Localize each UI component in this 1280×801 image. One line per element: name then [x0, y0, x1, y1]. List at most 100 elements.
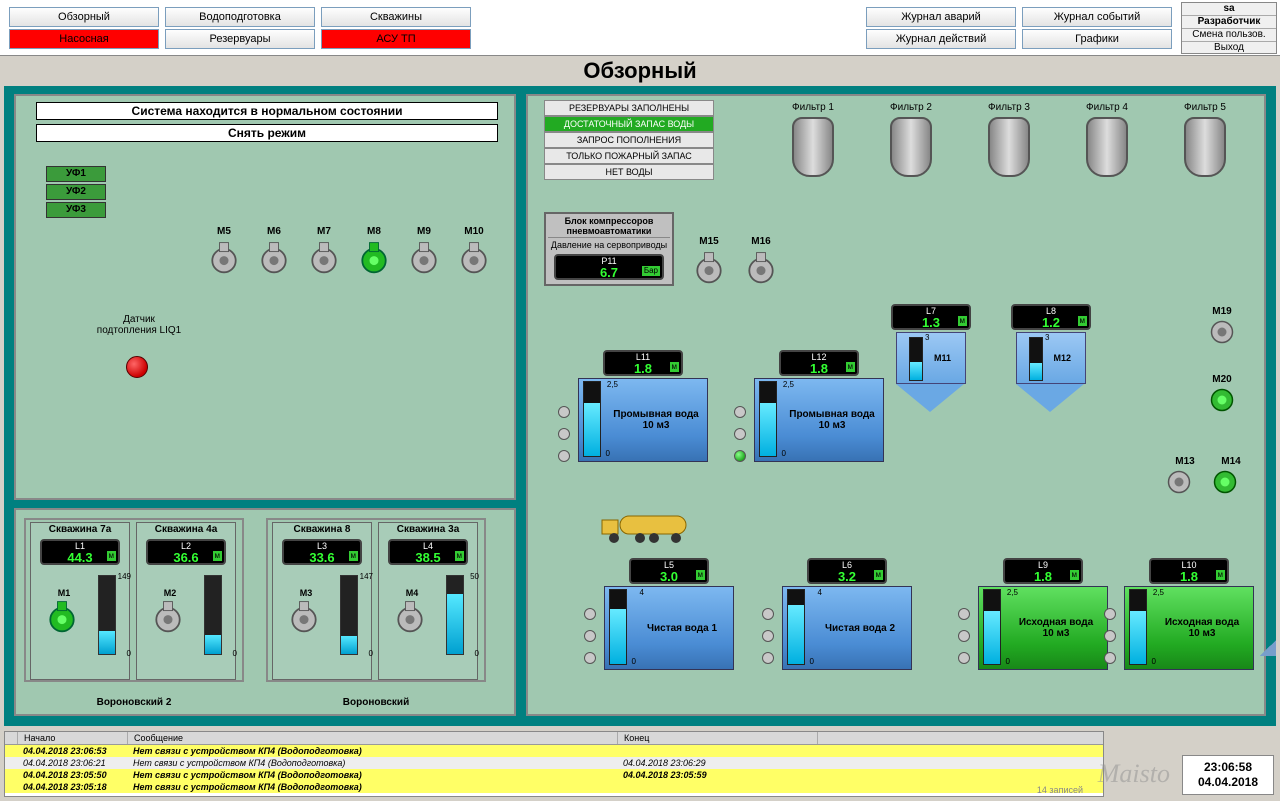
system-status: Система находится в нормальном состоянии [36, 102, 498, 120]
panel-water-treatment: РЕЗЕРВУАРЫ ЗАПОЛНЕНЫДОСТАТОЧНЫЙ ЗАПАС ВО… [526, 94, 1266, 716]
tank-L11: L111.8м 2,50Промывная вода10 м3 [578, 348, 708, 462]
pump-M8[interactable]: M8 [352, 226, 396, 275]
filter[interactable]: Фильтр 4 [1068, 102, 1146, 181]
status-line: НЕТ ВОДЫ [544, 164, 714, 180]
filter[interactable]: Фильтр 1 [774, 102, 852, 181]
tank-leds [1104, 608, 1118, 674]
nav-Журнал аварий[interactable]: Журнал аварий [866, 7, 1016, 27]
pump-M15[interactable]: M15 [688, 236, 730, 285]
panel-wells: Скважина 7а L144.3м M1 1490 Скважина 4а … [14, 508, 516, 716]
pump-icon [1207, 385, 1237, 415]
nav-right: Журнал аварий Журнал событий Журнал действ… [863, 6, 1175, 50]
exit-link[interactable]: Выход [1182, 42, 1276, 54]
nav-Журнал действий[interactable]: Журнал действий [866, 29, 1016, 49]
resize-grip-icon[interactable] [1260, 640, 1276, 656]
pump-M6[interactable]: M6 [252, 226, 296, 275]
flood-sensor-led [126, 356, 148, 378]
col-start: Начало [18, 732, 128, 744]
panel-overview-left: Система находится в нормальном состоянии… [14, 94, 516, 500]
tank-leds [762, 608, 776, 674]
change-user-link[interactable]: Смена пользов. [1182, 29, 1276, 42]
alarm-row[interactable]: 04.04.2018 23:05:18Нет связи с устройств… [5, 781, 1103, 793]
pump-M9[interactable]: M9 [402, 226, 446, 275]
tanker-truck-icon [600, 514, 700, 547]
pump-icon [1207, 317, 1237, 347]
compressor-box: Блок компрессоров пневмоавтоматики Давле… [544, 212, 674, 286]
top-toolbar: Обзорный Водоподготовка Скважины Насосная Ре… [0, 0, 1280, 56]
uf-stack: УФ1 УФ2 УФ3 [46, 166, 106, 220]
well-group: Скважина 8 L333.6м M3 1470 Скважина 3а L… [266, 518, 486, 682]
nav-Графики[interactable]: Графики [1022, 29, 1172, 49]
reservoir-status-stack: РЕЗЕРВУАРЫ ЗАПОЛНЕНЫДОСТАТОЧНЫЙ ЗАПАС ВО… [544, 100, 714, 180]
status-line: ДОСТАТОЧНЫЙ ЗАПАС ВОДЫ [544, 116, 714, 132]
pump-M7[interactable]: M7 [302, 226, 346, 275]
nav-left: Обзорный Водоподготовка Скважины Насосная Ре… [6, 6, 474, 50]
user-name: sa [1182, 3, 1276, 16]
mode-button[interactable]: Снять режим [36, 124, 498, 142]
filter[interactable]: Фильтр 2 [872, 102, 950, 181]
nav-Обзорный[interactable]: Обзорный [9, 7, 159, 27]
pump-icon [1164, 467, 1194, 497]
tank-leds [958, 608, 972, 674]
alarm-row[interactable]: 04.04.2018 23:06:53Нет связи с устройств… [5, 745, 1103, 757]
pump-M10[interactable]: M10 [452, 226, 496, 275]
tank-leds [734, 406, 748, 472]
pumps-m15-m16: M15M16 [688, 236, 782, 285]
filters-row: Фильтр 1 Фильтр 2 Фильтр 3 Фильтр 4 Фильтр 5 [774, 102, 1244, 181]
tank-leds [584, 608, 598, 674]
compressor-subtitle: Давление на сервоприводы [548, 238, 670, 252]
alarm-row[interactable]: 04.04.2018 23:05:50Нет связи с устройств… [5, 769, 1103, 781]
nav-АСУ ТП[interactable]: АСУ ТП [321, 29, 471, 49]
pump-m20: M20 [1190, 374, 1254, 415]
col-message: Сообщение [128, 732, 618, 744]
filter[interactable]: Фильтр 3 [970, 102, 1048, 181]
tank-L10: L101.8м 2,50Исходная вода10 м3 [1124, 556, 1254, 670]
nav-Журнал событий[interactable]: Журнал событий [1022, 7, 1172, 27]
flood-sensor-label: Датчик подтопления LIQ1 [94, 314, 184, 336]
well-L1[interactable]: Скважина 7а L144.3м M1 1490 [30, 522, 130, 680]
user-panel: sa Разработчик Смена пользов. Выход [1181, 2, 1277, 54]
user-role: Разработчик [1182, 16, 1276, 29]
uf-УФ1[interactable]: УФ1 [46, 166, 106, 182]
pump-M16[interactable]: M16 [740, 236, 782, 285]
col-end: Конец [618, 732, 818, 744]
pump-icon [1210, 467, 1240, 497]
nav-Скважины[interactable]: Скважины [321, 7, 471, 27]
pumps-m13-m14: M13 M14 [1164, 456, 1254, 497]
nav-Резервуары[interactable]: Резервуары [165, 29, 315, 49]
p11-indicator: P11 6.7 Бар [554, 254, 664, 280]
watermark: Maisto [1098, 759, 1170, 789]
clock-date: 04.04.2018 [1183, 775, 1273, 790]
uf-УФ2[interactable]: УФ2 [46, 184, 106, 200]
alarm-row[interactable]: 04.04.2018 23:06:21Нет связи с устройств… [5, 757, 1103, 769]
pump-m19: M19 [1190, 306, 1254, 347]
nav-Водоподготовка[interactable]: Водоподготовка [165, 7, 315, 27]
page-title: Обзорный [0, 58, 1280, 84]
tank-L9: L91.8м 2,50Исходная вода10 м3 [978, 556, 1108, 670]
tank-leds [558, 406, 572, 472]
pump-M5[interactable]: M5 [202, 226, 246, 275]
hopper-L7: L71.3м 3M11 [888, 302, 974, 418]
alarm-count: 14 записей [1037, 785, 1083, 795]
well-group-label: Вороновский [266, 697, 486, 708]
scada-main: Система находится в нормальном состоянии… [4, 86, 1276, 726]
tank-L6: L63.2м 40Чистая вода 2 [782, 556, 912, 670]
well-group-label: Вороновский 2 [24, 697, 244, 708]
compressor-title: Блок компрессоров пневмоавтоматики [548, 216, 670, 238]
clock: 23:06:58 04.04.2018 [1182, 755, 1274, 795]
well-L4[interactable]: Скважина 3а L438.5м M4 500 [378, 522, 478, 680]
alarm-log: Начало Сообщение Конец 04.04.2018 23:06:… [4, 731, 1104, 797]
pump-row-top: M5M6M7M8M9M10 [202, 226, 496, 275]
well-L2[interactable]: Скважина 4а L236.6м M2 0 [136, 522, 236, 680]
tank-L12: L121.8м 2,50Промывная вода10 м3 [754, 348, 884, 462]
uf-УФ3[interactable]: УФ3 [46, 202, 106, 218]
alarm-header: Начало Сообщение Конец [5, 732, 1103, 745]
status-line: РЕЗЕРВУАРЫ ЗАПОЛНЕНЫ [544, 100, 714, 116]
status-line: ЗАПРОС ПОПОЛНЕНИЯ [544, 132, 714, 148]
tank-L5: L53.0м 40Чистая вода 1 [604, 556, 734, 670]
status-line: ТОЛЬКО ПОЖАРНЫЙ ЗАПАС [544, 148, 714, 164]
nav-Насосная[interactable]: Насосная [9, 29, 159, 49]
well-L3[interactable]: Скважина 8 L333.6м M3 1470 [272, 522, 372, 680]
hopper-L8: L81.2м 3M12 [1008, 302, 1094, 418]
filter[interactable]: Фильтр 5 [1166, 102, 1244, 181]
